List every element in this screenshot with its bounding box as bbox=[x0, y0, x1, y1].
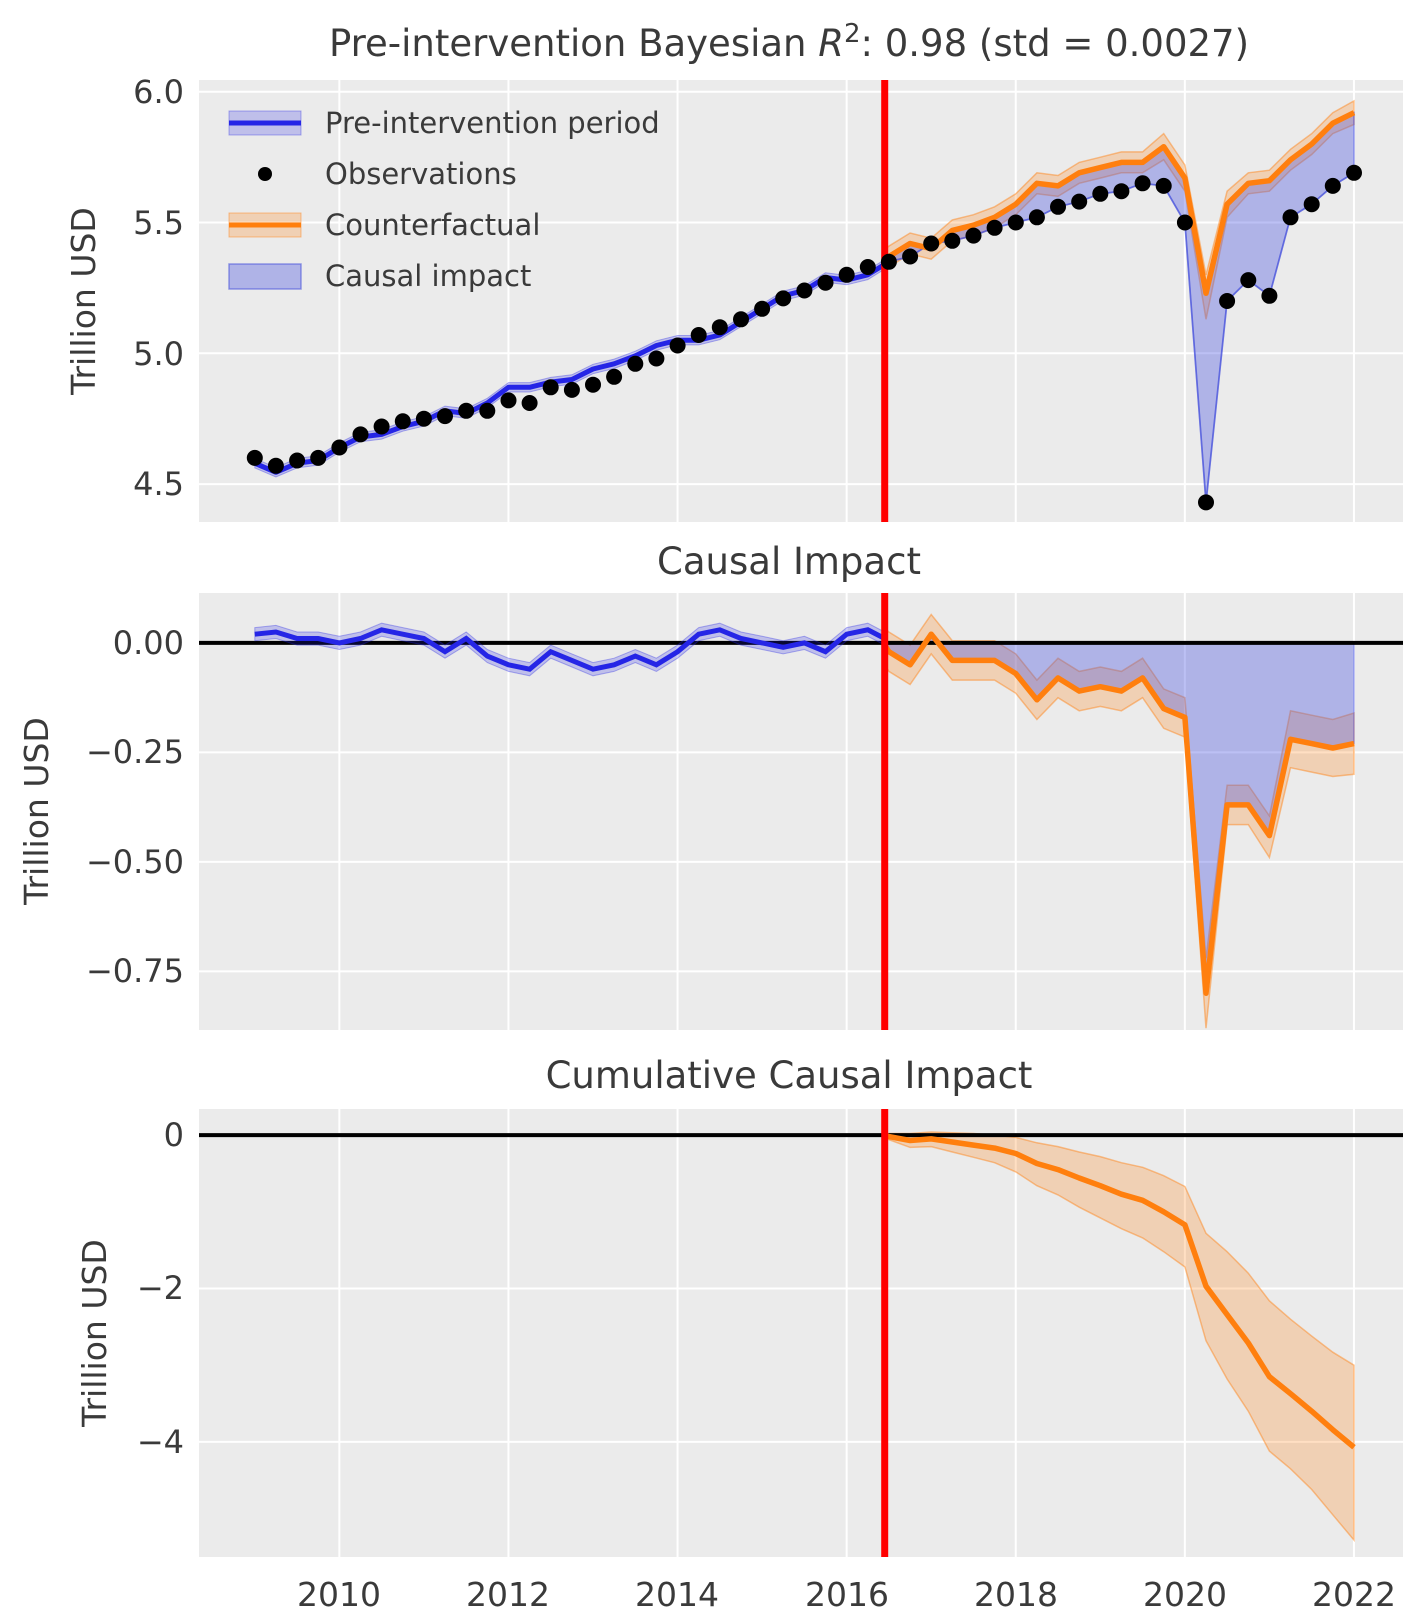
top-panel-title: Pre-intervention Bayesian R2: 0.98 (std … bbox=[329, 19, 1249, 65]
observation-dot bbox=[923, 235, 940, 252]
counterfactual-line bbox=[882, 110, 1356, 296]
observation-dot bbox=[1113, 183, 1130, 200]
observation-dot bbox=[1346, 164, 1362, 181]
observation-dot bbox=[859, 259, 876, 275]
legend-observations-dot-swatch bbox=[258, 167, 272, 181]
observation-dot bbox=[986, 219, 1003, 236]
legend: Pre-intervention period Observations Cou… bbox=[228, 106, 660, 293]
top-ytick: 6.0 bbox=[133, 73, 184, 111]
legend-label-observations: Observations bbox=[325, 157, 517, 191]
observation-dot bbox=[1155, 177, 1172, 194]
observation-dot bbox=[521, 395, 538, 411]
top-panel-grid bbox=[199, 80, 1403, 522]
observation-dot bbox=[1303, 196, 1320, 213]
middle-panel-title: Causal Impact bbox=[657, 540, 921, 583]
observation-dot bbox=[965, 227, 982, 244]
observation-dot bbox=[500, 392, 517, 409]
observation-dot bbox=[1007, 214, 1024, 231]
observation-dot bbox=[733, 311, 749, 328]
observation-dot bbox=[1282, 209, 1299, 226]
observation-dot bbox=[1071, 193, 1088, 210]
observation-dot bbox=[1028, 209, 1045, 226]
xtick-2022: 2022 bbox=[1312, 1575, 1396, 1614]
bot-ytick: −2 bbox=[137, 1269, 184, 1307]
observation-dot bbox=[606, 368, 623, 385]
bot-ytick: −4 bbox=[137, 1423, 184, 1461]
observation-dot bbox=[944, 232, 961, 249]
observation-dot bbox=[796, 282, 813, 299]
observation-dot bbox=[331, 439, 348, 456]
bottom-panel-title: Cumulative Causal Impact bbox=[546, 1054, 1033, 1097]
observation-dot bbox=[310, 449, 327, 466]
legend-label-causal-impact: Causal impact bbox=[325, 259, 531, 293]
observation-dot bbox=[1176, 214, 1193, 231]
observation-dot bbox=[1050, 198, 1066, 215]
xtick-2020: 2020 bbox=[1143, 1575, 1227, 1614]
observation-dot bbox=[627, 355, 644, 372]
observation-dot bbox=[1240, 272, 1257, 289]
observation-dot bbox=[373, 418, 390, 435]
observation-dot bbox=[542, 379, 559, 396]
mid-ytick: −0.50 bbox=[86, 843, 184, 881]
mid-ytick: 0.00 bbox=[113, 624, 184, 662]
observation-dot bbox=[415, 410, 432, 427]
xtick-2014: 2014 bbox=[635, 1575, 719, 1614]
xtick-2010: 2010 bbox=[297, 1575, 381, 1614]
observation-dot bbox=[754, 300, 771, 317]
observation-dot bbox=[458, 402, 475, 419]
observation-dot bbox=[1324, 177, 1341, 194]
top-ytick: 4.5 bbox=[133, 465, 184, 503]
observation-dot bbox=[1198, 494, 1214, 511]
observation-dot bbox=[902, 248, 919, 265]
observation-dot bbox=[838, 266, 855, 283]
top-ytick: 5.5 bbox=[133, 204, 184, 242]
observation-dot bbox=[711, 319, 728, 336]
observation-dot bbox=[289, 452, 306, 469]
mid-ytick: −0.75 bbox=[86, 952, 184, 990]
observation-dot bbox=[585, 376, 601, 393]
observation-dot bbox=[563, 381, 580, 398]
legend-label-pre-intervention: Pre-intervention period bbox=[325, 106, 660, 140]
observation-dot bbox=[690, 327, 707, 343]
mid-ytick: −0.25 bbox=[86, 733, 184, 771]
observation-dot bbox=[246, 449, 263, 466]
observation-dot bbox=[775, 290, 792, 307]
legend-label-counterfactual: Counterfactual bbox=[325, 208, 540, 242]
xtick-2018: 2018 bbox=[974, 1575, 1058, 1614]
bottom-panel-bg bbox=[199, 1109, 1403, 1557]
observations-dots bbox=[246, 164, 1362, 511]
observation-dot bbox=[817, 274, 834, 291]
xtick-2016: 2016 bbox=[805, 1575, 889, 1614]
bot-ytick: 0 bbox=[164, 1116, 184, 1154]
observation-dot bbox=[352, 426, 369, 443]
observation-dot bbox=[394, 413, 411, 430]
middle-ylabel: Trillion USD bbox=[17, 717, 56, 906]
xtick-2012: 2012 bbox=[466, 1575, 550, 1614]
observation-dot bbox=[437, 408, 453, 425]
post-impact-line bbox=[882, 631, 1355, 996]
observation-dot bbox=[479, 402, 496, 419]
observation-dot bbox=[1134, 175, 1151, 192]
observation-dot bbox=[1219, 293, 1236, 309]
observation-dot bbox=[1261, 287, 1278, 304]
cumulative-band bbox=[883, 1131, 1355, 1543]
observation-dot bbox=[669, 337, 686, 354]
top-ytick: 5.0 bbox=[133, 335, 184, 373]
pre-impact-line bbox=[254, 627, 886, 672]
cumulative-line bbox=[883, 1132, 1356, 1450]
observation-dot bbox=[880, 253, 897, 270]
observation-dot bbox=[1092, 185, 1109, 202]
top-ylabel: Trillion USD bbox=[64, 207, 103, 396]
observation-dot bbox=[648, 350, 665, 367]
observation-dot bbox=[267, 457, 284, 474]
legend-causal-impact-swatch bbox=[228, 263, 302, 290]
bottom-ylabel: Trillion USD bbox=[75, 1239, 114, 1428]
